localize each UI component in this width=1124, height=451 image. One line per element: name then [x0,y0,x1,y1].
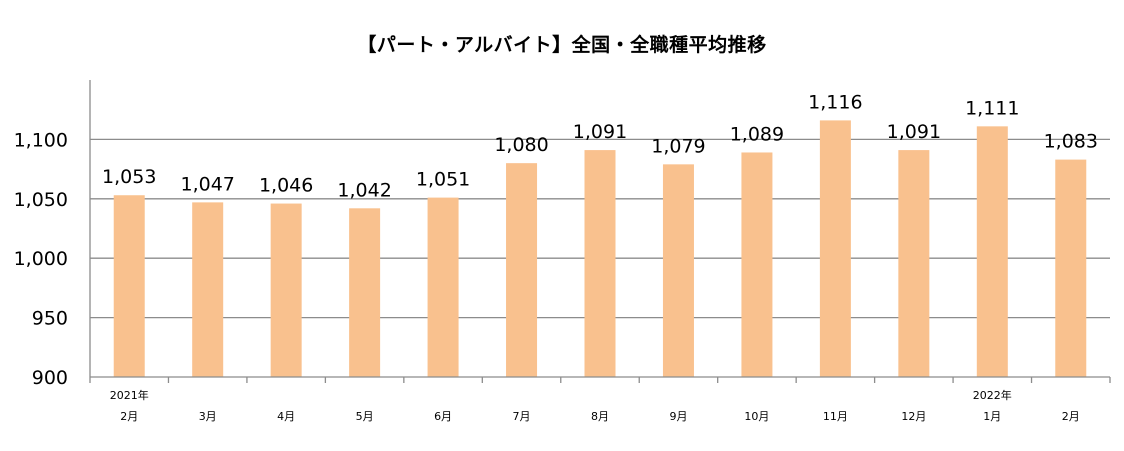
data-label: 1,047 [180,173,234,195]
data-labels: 1,053 1,047 1,046 1,042 1,051 1,080 1,091 1,079… [102,91,1098,201]
bar [662,164,694,377]
data-label: 1,042 [337,179,391,201]
x-tick-label-month: 12月 [901,410,926,423]
x-tick-label-year: 2022年 [973,388,1012,402]
bar [192,202,224,377]
bar [113,195,145,377]
bar [584,150,616,377]
data-label: 1,080 [494,134,548,156]
y-tick-label: 1,050 [14,189,68,211]
x-tick-label-month: 1月 [983,410,1001,423]
x-tick-label-month: 6月 [434,410,452,423]
x-tick-label-year: 2021年 [110,388,149,402]
data-label: 1,091 [887,121,941,143]
bar [349,208,381,377]
y-tick-label: 1,100 [14,129,68,151]
x-tick-label-month: 7月 [513,410,531,423]
x-tick-label-month: 8月 [591,410,609,423]
x-tick-label-month: 2月 [1062,410,1080,423]
bar [506,163,538,377]
bar [819,120,851,377]
bar [427,197,459,377]
x-tick-label-month: 9月 [669,410,687,423]
data-label: 1,083 [1044,131,1098,153]
data-label: 1,091 [573,121,627,143]
data-label: 1,051 [416,169,470,191]
bars [113,120,1087,377]
bar [898,150,930,377]
x-tick-label-month: 10月 [744,410,769,423]
data-label: 1,116 [808,91,862,113]
axes [89,80,1111,383]
bar [976,126,1008,377]
x-tick-label-month: 4月 [277,410,295,423]
x-tick-label-month: 3月 [199,410,217,423]
data-label: 1,046 [259,175,313,197]
data-label: 1,111 [965,97,1019,119]
x-tick-label-month: 5月 [356,410,374,423]
bar [270,203,302,377]
data-label: 1,053 [102,166,156,188]
y-tick-label: 950 [32,308,68,330]
data-label: 1,089 [730,123,784,145]
chart-title: 【パート・アルバイト】全国・全職種平均推移 [357,34,767,56]
y-axis-ticks: 900 950 1,000 1,050 1,100 [14,129,68,389]
x-tick-label-month: 2月 [120,410,138,423]
x-tick-label-month: 11月 [823,410,848,423]
x-axis-labels: 2021年 2月 3月 4月 5月 6月 7月 8月 9月 10月 11月 12月 2022年 1月 2月 [110,388,1080,423]
y-tick-label: 900 [32,367,68,389]
bar [1055,159,1087,377]
data-label: 1,079 [651,135,705,157]
y-tick-label: 1,000 [14,248,68,270]
bar [741,152,773,377]
